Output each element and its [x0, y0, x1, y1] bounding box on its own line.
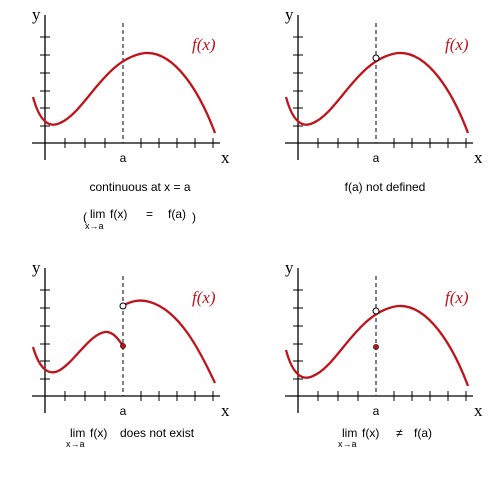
- caption: f(a) not defined: [345, 180, 426, 194]
- panel: y x a f(x): [31, 258, 230, 420]
- y-label: y: [285, 258, 294, 277]
- lim-func: f(x): [362, 426, 379, 440]
- panel: y x a f(x): [284, 5, 483, 167]
- filled-point: [373, 344, 379, 350]
- function-label: f(x): [445, 288, 469, 307]
- caption: continuous at x = a: [89, 180, 190, 194]
- paren: (: [83, 210, 87, 224]
- filled-point: [120, 343, 126, 349]
- open-point: [372, 307, 380, 315]
- function-label: f(x): [445, 35, 469, 54]
- value: f(a): [168, 207, 186, 221]
- lim: lim: [342, 426, 357, 440]
- operator: =: [146, 207, 153, 221]
- curve: [31, 330, 124, 374]
- curve: [31, 51, 217, 134]
- function-label: f(x): [192, 288, 216, 307]
- lim-sub: x→a: [338, 439, 357, 449]
- value: f(a): [414, 426, 432, 440]
- panel: y x a f(x): [284, 258, 483, 420]
- lim: lim: [90, 207, 105, 221]
- paren: ): [192, 210, 196, 224]
- panel: y x a f(x): [31, 5, 230, 167]
- lim-func: f(x): [90, 426, 107, 440]
- lim: lim: [70, 426, 85, 440]
- curve: [122, 299, 217, 384]
- y-label: y: [285, 5, 294, 24]
- a-label: a: [373, 404, 380, 418]
- a-label: a: [120, 151, 127, 165]
- x-label: x: [474, 148, 483, 167]
- operator: ≠: [396, 426, 403, 440]
- lim-func: f(x): [110, 207, 127, 221]
- x-label: x: [221, 401, 230, 420]
- caption: does not exist: [120, 426, 195, 440]
- lim-sub: x→a: [85, 221, 104, 231]
- y-label: y: [32, 5, 41, 24]
- curve: [284, 304, 470, 387]
- open-point: [119, 302, 127, 310]
- lim-sub: x→a: [66, 439, 85, 449]
- function-label: f(x): [192, 35, 216, 54]
- curve: [284, 51, 470, 134]
- x-label: x: [221, 148, 230, 167]
- x-label: x: [474, 401, 483, 420]
- open-point: [372, 54, 380, 62]
- a-label: a: [373, 151, 380, 165]
- y-label: y: [32, 258, 41, 277]
- a-label: a: [120, 404, 127, 418]
